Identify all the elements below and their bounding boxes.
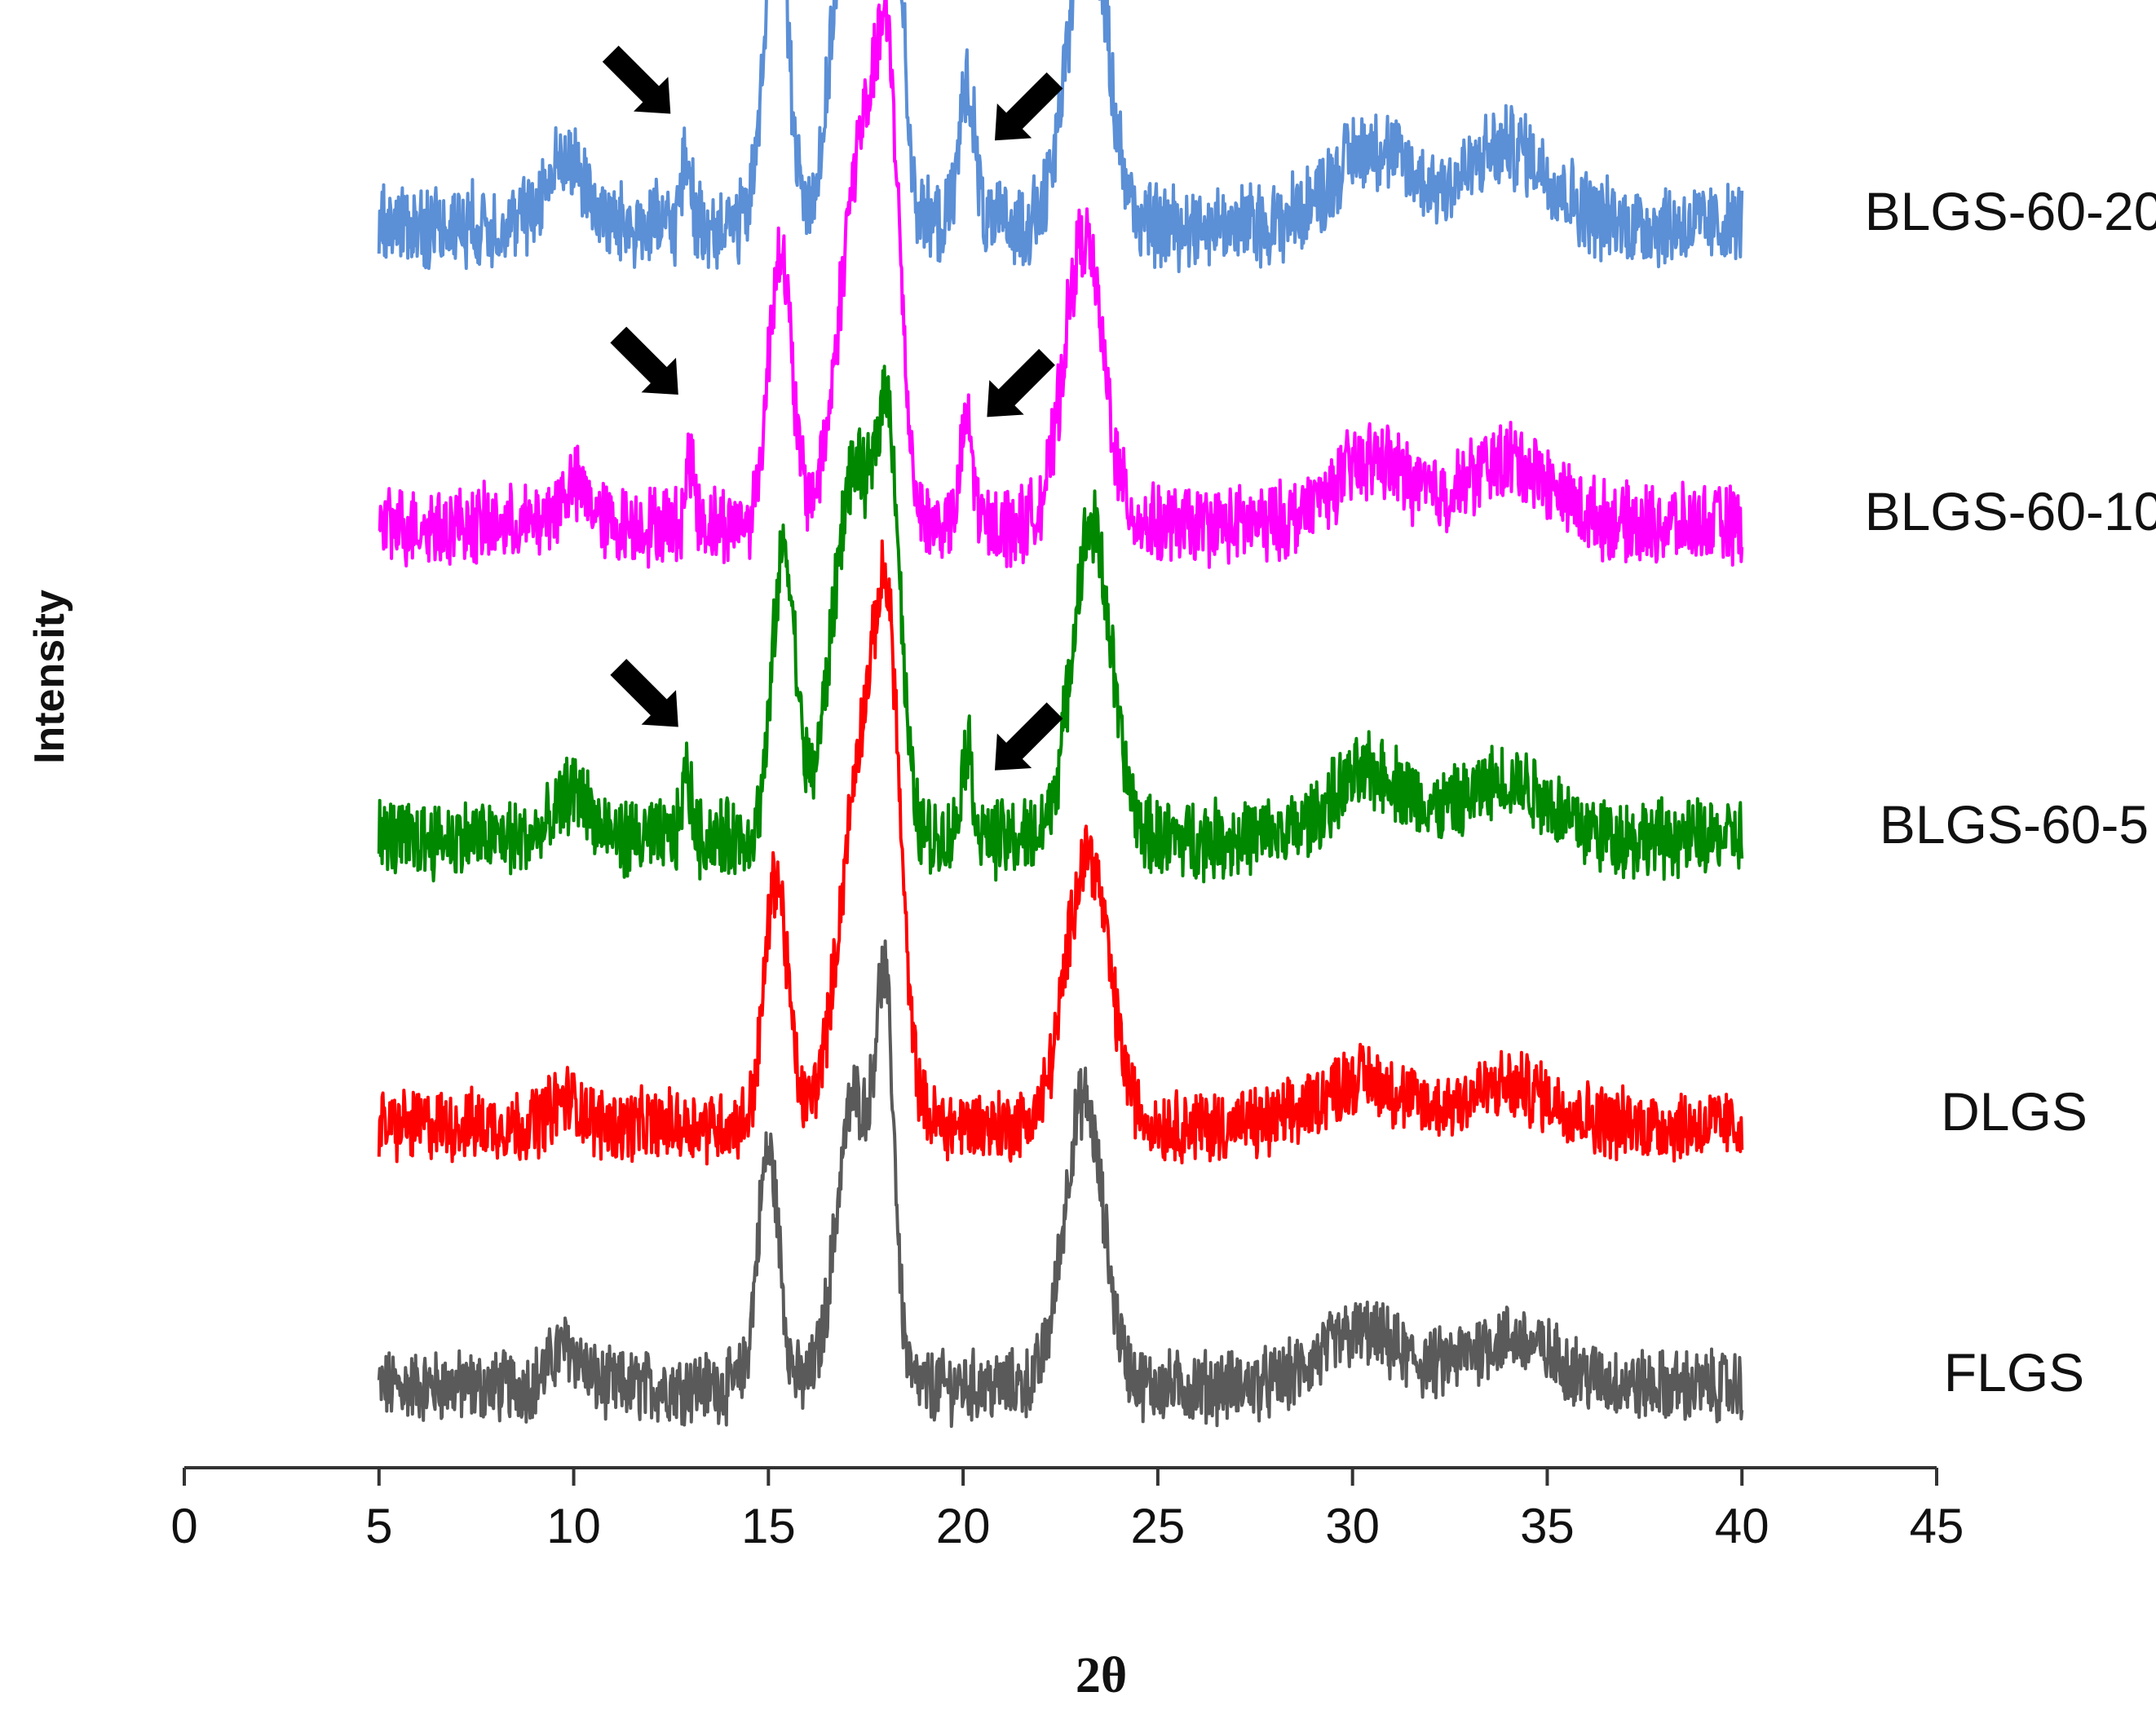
series-label-blgs-60-10: BLGS-60-10	[1865, 481, 2156, 541]
series-label-layer: FLGSDLGSBLGS-60-5BLGS-60-10BLGS-60-20BLG…	[1865, 181, 2156, 1403]
arrow-icon-7	[995, 702, 1063, 771]
series-label-dlgs: DLGS	[1941, 1081, 2088, 1142]
x-tick-label: 20	[936, 1499, 991, 1553]
arrow-icon-6	[610, 659, 678, 727]
arrow-icon-3	[995, 72, 1063, 141]
series-line-flgs	[377, 939, 1744, 1429]
arrow-icon-2	[602, 46, 671, 114]
series-line-blgs-60-20	[377, 0, 1744, 273]
series-line-blgs-60-10	[378, 0, 1744, 569]
x-axis: 0 5 10 15 20 25 30 35 40 45	[170, 1466, 1964, 1553]
series-line-dlgs	[377, 539, 1744, 1166]
x-tick-label: 15	[741, 1499, 796, 1553]
series-label-blgs-60-5: BLGS-60-5	[1880, 794, 2149, 855]
arrow-layer	[602, 46, 1063, 771]
series-line-blgs-60-5	[377, 364, 1744, 884]
series-label-flgs: FLGS	[1944, 1342, 2084, 1403]
x-tick-label: 5	[365, 1499, 392, 1553]
y-axis-title: Intensity	[26, 590, 73, 764]
x-tick-label: 40	[1715, 1499, 1769, 1553]
series-label-blgs-60-20: BLGS-60-20	[1865, 181, 2156, 241]
x-axis-title: 2θ	[1076, 1648, 1127, 1703]
series-layer	[377, 0, 1744, 1429]
arrow-icon-4	[610, 326, 678, 395]
x-tick-label: 35	[1520, 1499, 1575, 1553]
x-tick-label: 10	[546, 1499, 601, 1553]
arrow-icon-5	[987, 348, 1055, 417]
x-tick-label: 45	[1910, 1499, 1964, 1553]
x-tick-label: 25	[1131, 1499, 1186, 1553]
x-tick-label: 30	[1325, 1499, 1380, 1553]
x-tick-label: 0	[170, 1499, 197, 1553]
